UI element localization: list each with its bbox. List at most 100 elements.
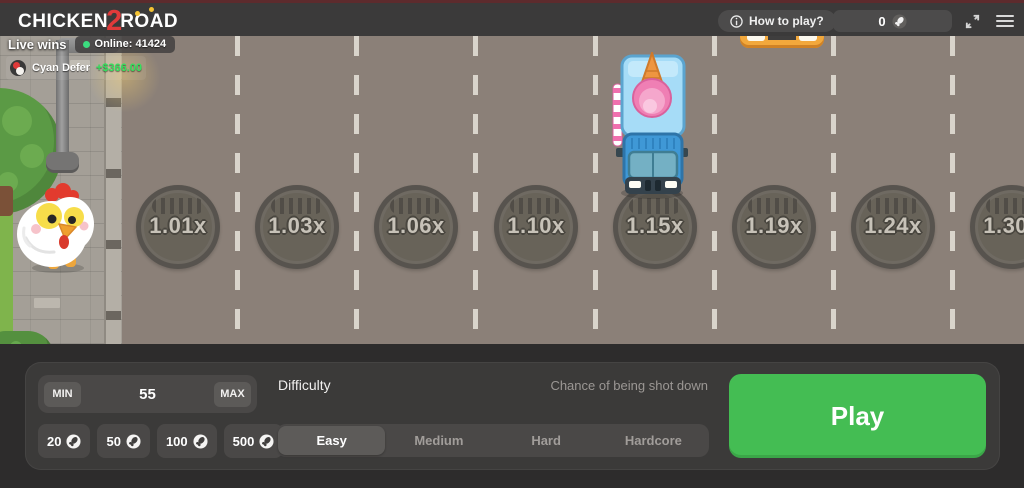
manhole-slots xyxy=(867,198,919,214)
car-windshield xyxy=(768,36,796,40)
fullscreen-icon xyxy=(965,14,979,28)
coin-icon xyxy=(892,13,907,29)
multiplier-label: 1.15x xyxy=(626,212,684,238)
coin-icon xyxy=(66,433,81,449)
quick-bet-label: 20 xyxy=(47,433,62,449)
multiplier-label: 1.01x xyxy=(149,212,207,238)
coin-icon xyxy=(193,433,208,449)
ice-cream-truck xyxy=(612,49,692,200)
lamppost-base xyxy=(46,152,79,170)
manhole-slots xyxy=(629,198,681,214)
manhole-multiplier-3[interactable]: 1.06x xyxy=(374,185,458,269)
control-bar: MIN MAX 20 50 xyxy=(0,344,1024,488)
winner-name: Cyan Defensi… xyxy=(32,62,90,74)
manhole-slots xyxy=(152,198,204,214)
coin-icon xyxy=(259,433,274,449)
multiplier-label: 1.19x xyxy=(745,212,803,238)
how-to-play-button[interactable]: How to play? xyxy=(718,10,836,32)
quick-bet-50-button[interactable]: 50 xyxy=(97,424,150,458)
manhole-multiplier-2[interactable]: 1.03x xyxy=(255,185,339,269)
multiplier-label: 1.03x xyxy=(268,212,326,238)
live-win-row[interactable]: Cyan Defensi… +$366.00 xyxy=(6,56,146,80)
manhole-slots xyxy=(986,198,1024,214)
car-headlight xyxy=(747,36,765,41)
car-top xyxy=(740,36,824,48)
difficulty-label: Difficulty xyxy=(278,377,331,393)
quick-bet-label: 100 xyxy=(165,433,188,449)
bush-leaf-blob xyxy=(10,341,22,344)
winner-amount: +$366.00 xyxy=(95,62,142,74)
car-headlight xyxy=(799,36,817,41)
logo-text-chicken: CHICKEN xyxy=(18,11,109,32)
bet-amount-input[interactable] xyxy=(102,385,193,403)
play-button[interactable]: Play xyxy=(729,374,986,458)
multiplier-label: 1.24x xyxy=(864,212,922,238)
manhole-multiplier-6[interactable]: 1.19x xyxy=(732,185,816,269)
manhole-multiplier-1[interactable]: 1.01x xyxy=(136,185,220,269)
difficulty-easy-tab[interactable]: Easy xyxy=(278,426,386,455)
lane-divider xyxy=(950,36,955,344)
logo-text-2: 2 xyxy=(106,4,123,37)
difficulty-medium-tab[interactable]: Medium xyxy=(385,426,492,455)
online-status-icon xyxy=(82,40,90,48)
quick-bet-label: 50 xyxy=(106,433,121,449)
multiplier-label: 1.30x xyxy=(983,212,1024,238)
manhole-multiplier-8[interactable]: 1.30x xyxy=(970,185,1024,269)
fullscreen-button[interactable] xyxy=(959,10,985,32)
bet-amount-control: MIN MAX xyxy=(38,375,257,413)
quick-bet-500-button[interactable]: 500 xyxy=(223,424,284,458)
sidewalk-brick xyxy=(70,60,90,70)
control-panel: MIN MAX 20 50 xyxy=(25,362,1000,470)
info-icon xyxy=(730,14,743,28)
manhole-slots xyxy=(748,198,800,214)
how-to-play-label: How to play? xyxy=(749,14,824,28)
menu-button[interactable] xyxy=(992,10,1018,32)
logo-confetti-icon xyxy=(149,7,155,12)
min-bet-button[interactable]: MIN xyxy=(44,381,81,407)
chicken[interactable] xyxy=(12,182,96,274)
lane-divider xyxy=(712,36,717,344)
balance-display[interactable]: 0 xyxy=(833,10,952,32)
lane-divider xyxy=(831,36,836,344)
game-area: 1.01x 1.03x 1.06x 1.10x 1.15x 1.19x xyxy=(0,36,1024,344)
difficulty-hard-tab[interactable]: Hard xyxy=(493,426,600,455)
road-curb xyxy=(104,36,121,344)
manhole-slots xyxy=(271,198,323,214)
logo-text-road: ROAD xyxy=(120,11,179,32)
bush xyxy=(0,331,54,344)
quick-bet-label: 500 xyxy=(232,433,255,449)
multiplier-label: 1.06x xyxy=(387,212,445,238)
difficulty-hardcore-tab[interactable]: Hardcore xyxy=(600,426,707,455)
winner-avatar xyxy=(10,60,26,76)
logo: CHICKEN 2 ROAD xyxy=(18,4,179,37)
tree-leaf-blob xyxy=(20,144,44,168)
quick-bet-row: 20 50 xyxy=(38,424,284,458)
quick-bet-20-button[interactable]: 20 xyxy=(38,424,91,458)
max-bet-button[interactable]: MAX xyxy=(214,381,251,407)
tree-leaf-blob xyxy=(2,106,32,136)
top-bar: CHICKEN 2 ROAD How to play? 0 xyxy=(0,0,1024,37)
sidewalk-brick xyxy=(34,298,60,308)
lamppost-pole xyxy=(56,40,69,158)
manhole-multiplier-7[interactable]: 1.24x xyxy=(851,185,935,269)
live-wins-header: Live wins Online: 41424 xyxy=(8,36,176,53)
lane-divider xyxy=(235,36,240,344)
lane-divider xyxy=(354,36,359,344)
live-wins-title: Live wins xyxy=(8,37,67,52)
manhole-slots xyxy=(510,198,562,214)
chance-label: Chance of being shot down xyxy=(550,378,708,393)
hamburger-icon xyxy=(996,15,1014,27)
online-pill: Online: 41424 xyxy=(74,36,176,53)
balance-value: 0 xyxy=(878,13,886,29)
manhole-multiplier-4[interactable]: 1.10x xyxy=(494,185,578,269)
difficulty-selector: Easy Medium Hard Hardcore xyxy=(276,424,709,457)
multiplier-label: 1.10x xyxy=(507,212,565,238)
lane-divider xyxy=(593,36,598,344)
tree-trunk xyxy=(0,186,13,216)
coin-icon xyxy=(126,433,141,449)
manhole-slots xyxy=(390,198,442,214)
logo-confetti-icon xyxy=(135,11,141,16)
lane-divider xyxy=(473,36,478,344)
quick-bet-100-button[interactable]: 100 xyxy=(156,424,217,458)
